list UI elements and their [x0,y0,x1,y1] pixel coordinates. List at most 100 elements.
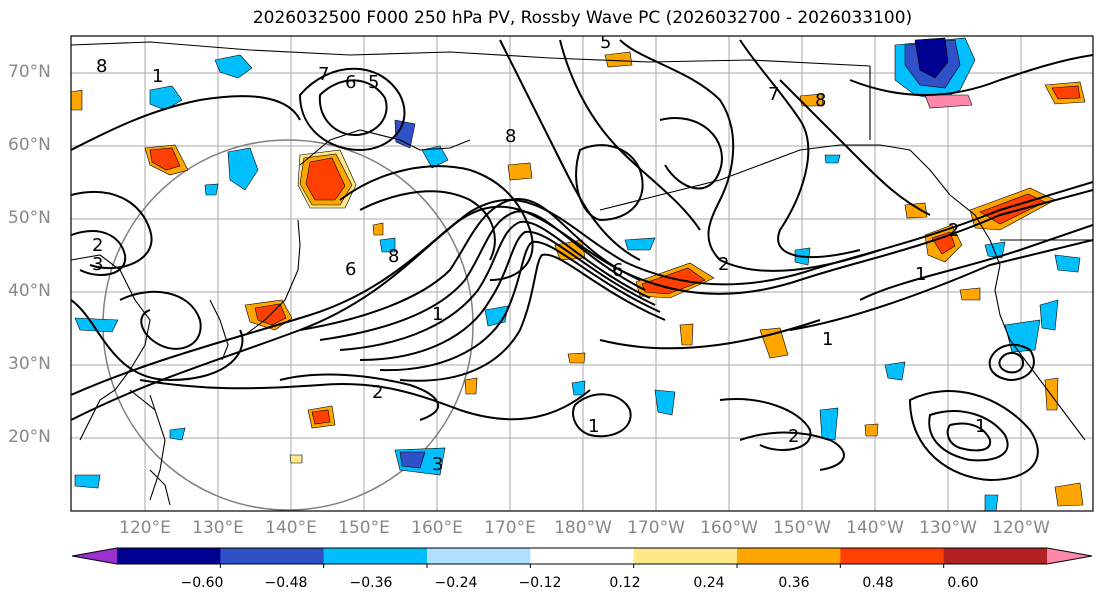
lon-label: 180°W [554,518,612,538]
contour-label: 6 [345,259,356,280]
contour-label: 2 [718,254,729,275]
contour-line [659,117,723,190]
neg-anomaly [624,237,656,251]
alaska-coast [599,144,991,241]
colorbar-outline [71,547,1093,565]
coastlines [71,41,1093,506]
neg-anomaly [421,145,449,169]
contour-line [599,319,821,350]
contour-line [928,410,1009,462]
neg-anomaly [149,85,183,111]
contour-label: 5 [368,72,379,93]
neg-anomaly [1054,254,1081,273]
contour-line [499,39,641,261]
colorbar-tick-label: −0.24 [434,575,478,591]
pv-contours [71,39,1093,482]
lon-label: 130°W [919,518,977,538]
pos-anomaly [1051,85,1081,100]
lon-label: 170°E [484,518,536,538]
japan-coast [244,219,301,336]
taiwan [149,394,156,411]
contour-line [739,39,861,258]
lon-label: 130°E [192,518,244,538]
arctic-coast [71,41,871,67]
contour-line [619,39,881,272]
contour-label: 2 [948,220,959,241]
contour-label: 1 [152,66,163,87]
contour-line [279,373,440,421]
contour-label: 1 [822,329,833,350]
contour-labels: 8 1 6 5 7 2 3 8 6 1 2 8 1 6 3 1 2 1 2 1 … [92,32,986,475]
neg-anomaly [984,494,999,511]
us-west-coast [989,239,1086,441]
contour-label: 8 [388,246,399,267]
lat-label: 20°N [8,427,51,447]
contour-label: 6 [345,72,356,93]
contour-label: 2 [92,235,103,256]
contour-line [298,67,406,152]
neg-anomaly [984,241,1006,259]
lon-label: 120°W [992,518,1050,538]
contour-line [719,398,812,451]
neg-anomaly [227,147,259,191]
contour-line [119,290,202,350]
neg-anomaly [1039,299,1059,331]
neg-anomaly [204,183,219,196]
map-border [70,35,1094,512]
contour-line [71,190,153,270]
contour-line [71,299,244,382]
contour-label: 7 [318,64,329,85]
contour-line [299,197,641,331]
contour-line [988,343,1035,382]
lon-label: 140°E [265,518,317,538]
contour-line [739,431,845,471]
colorbar-extend-low [72,548,117,564]
colorbar [71,547,1093,568]
pos-anomaly [567,352,586,364]
colorbar-tick-label: 0.24 [693,575,725,591]
contour-label: 1 [588,416,599,437]
neg-anomaly [74,317,119,333]
lon-label: 140°W [846,518,904,538]
contour-label: 2 [372,382,383,403]
contour-line [779,79,931,216]
contour-line [139,379,591,421]
contour-line [849,54,1093,96]
contour-line [399,253,666,382]
colorbar-segment [427,548,531,564]
negative-pv-anomalies [74,37,1081,511]
contour-line [859,224,1093,301]
contour-line [572,393,632,438]
contour-label: 3 [432,454,443,475]
lon-label: 160°W [700,518,758,538]
pos-anomaly [1044,377,1059,411]
pos-anomaly [507,162,533,181]
contour-line [379,240,661,372]
pos-anomaly [604,51,633,68]
contour-label: 8 [96,56,107,77]
contour-label: 1 [975,416,986,437]
pos-anomaly [864,423,879,437]
pos-anomaly [71,89,83,111]
colorbar-segment [220,548,325,564]
lon-label: 120°E [119,518,171,538]
neg-anomaly [74,474,101,489]
map-title: 2026032500 F000 250 hPa PV, Rossby Wave … [252,8,913,28]
colorbar-segment [633,548,738,564]
contour-label: 5 [600,32,611,53]
korea-coast [209,299,229,361]
contour-line [71,95,301,151]
colorbar-tick-label: −0.36 [349,575,393,591]
neg-anomaly [214,54,253,79]
lon-label: 170°W [627,518,685,538]
colorbar-tick-label: 0.48 [862,575,894,591]
pos-anomaly [464,377,478,395]
colorbar-tick-label: 0.12 [609,575,641,591]
contour-line [359,190,496,261]
contour-label: 1 [432,304,443,325]
contour-label: 1 [915,264,926,285]
colorbar-tick-label: 0.36 [778,575,810,591]
contour-label: 8 [505,126,516,147]
pos-anomaly [931,231,956,255]
